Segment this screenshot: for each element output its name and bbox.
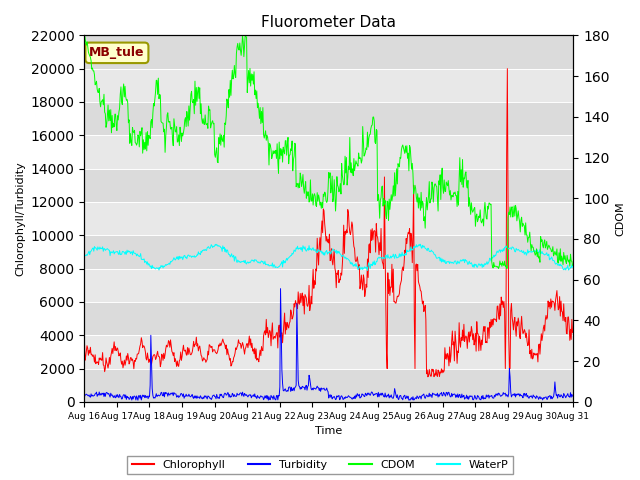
Text: MB_tule: MB_tule [89,47,145,60]
Y-axis label: CDOM: CDOM [615,201,625,236]
Bar [84,36,573,69]
Bar [84,369,573,402]
Bar [84,168,573,202]
X-axis label: Time: Time [315,426,342,436]
Bar [84,235,573,269]
Bar [84,102,573,135]
Bar [84,302,573,335]
Title: Fluorometer Data: Fluorometer Data [261,15,396,30]
Y-axis label: Chlorophyll/Turbidity: Chlorophyll/Turbidity [15,161,25,276]
Legend: Chlorophyll, Turbidity, CDOM, WaterP: Chlorophyll, Turbidity, CDOM, WaterP [127,456,513,474]
